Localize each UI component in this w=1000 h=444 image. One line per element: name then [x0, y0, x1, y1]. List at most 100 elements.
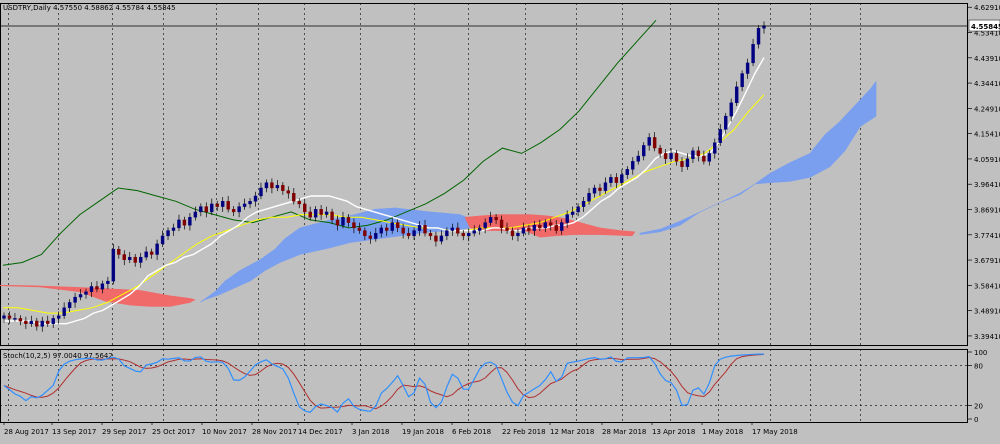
price-axis-label: 3.67910 — [974, 257, 1000, 265]
price-axis-label: 4.24910 — [974, 105, 1000, 113]
candle — [73, 292, 77, 308]
candle-body — [303, 203, 307, 213]
chikou-span-line — [2, 19, 657, 266]
candle-body — [576, 206, 580, 213]
candle — [505, 222, 509, 234]
candle — [494, 214, 498, 225]
candle — [385, 223, 389, 236]
time-axis-label: 17 May 2018 — [752, 428, 798, 436]
candle-body — [729, 102, 733, 117]
candle — [680, 157, 684, 173]
candle-body — [751, 44, 755, 64]
candle — [210, 198, 214, 216]
candle-body — [210, 203, 214, 213]
candle-body — [286, 190, 291, 194]
candle-body — [652, 137, 657, 149]
candle-body — [319, 209, 323, 215]
candle-body — [128, 256, 132, 261]
candle — [663, 149, 668, 165]
candle-body — [450, 227, 455, 231]
candle — [423, 219, 427, 237]
candle — [467, 228, 471, 242]
candle-body — [691, 150, 695, 159]
candle-body — [445, 230, 449, 237]
candle — [368, 231, 373, 244]
candle-body — [379, 227, 383, 234]
candle-body — [488, 217, 493, 223]
price-axis-label: 3.96410 — [974, 181, 1000, 189]
candle-body — [188, 217, 192, 226]
candle-body — [2, 315, 6, 319]
candle-body — [510, 230, 515, 237]
price-axis-label: 4.05910 — [974, 156, 1000, 164]
candle — [160, 230, 165, 248]
candle-body — [13, 318, 17, 320]
price-axis-label: 3.58410 — [974, 282, 1000, 290]
candle-body — [713, 142, 717, 154]
candle-body — [248, 201, 252, 205]
candle — [576, 203, 580, 217]
candle-body — [368, 235, 373, 239]
candle-body — [122, 254, 126, 261]
candle-body — [204, 206, 209, 213]
candle — [636, 150, 640, 165]
candle-body — [18, 318, 23, 322]
candle — [193, 206, 198, 221]
candle — [226, 195, 230, 213]
candle-body — [335, 219, 340, 226]
candle-body — [680, 161, 684, 167]
candle — [674, 150, 679, 166]
candle — [259, 182, 263, 200]
price-panel-header: USDTRY,Daily 4.57550 4.58862 4.55784 4.5… — [3, 4, 176, 12]
candle-body — [242, 203, 247, 207]
candle-body — [434, 235, 438, 242]
kijun-sen-line — [3, 94, 765, 314]
candle-body — [620, 174, 624, 183]
candle — [374, 227, 378, 242]
candle — [434, 231, 438, 247]
candle — [488, 211, 493, 226]
candle — [40, 316, 44, 332]
price-axis-label: 4.43910 — [974, 55, 1000, 63]
price-axis-label: 3.39410 — [974, 333, 1000, 341]
candle — [543, 219, 547, 233]
candle-body — [144, 251, 148, 258]
candle — [357, 222, 362, 234]
candle — [7, 311, 12, 324]
candle-body — [734, 86, 739, 104]
candle — [95, 281, 99, 293]
stoch-level-label: 0 — [974, 416, 978, 424]
candle — [319, 205, 323, 220]
candle-body — [543, 222, 547, 229]
candle-body — [253, 195, 258, 202]
candle-body — [570, 211, 575, 215]
candle — [620, 169, 624, 186]
candle — [215, 200, 219, 211]
candle — [510, 227, 515, 241]
candle-body — [149, 251, 154, 255]
candle — [46, 315, 50, 327]
candle — [734, 81, 739, 106]
candle-body — [56, 315, 61, 319]
time-axis-label: 12 Mar 2018 — [550, 428, 594, 436]
candle-body — [357, 227, 362, 231]
candle-body — [477, 227, 482, 231]
candle — [395, 219, 400, 233]
candle-body — [461, 233, 465, 237]
price-axis-label: 4.62910 — [974, 4, 1000, 12]
candle-body — [231, 209, 236, 213]
ichimoku-cloud-bearish — [0, 284, 196, 307]
candle — [166, 227, 170, 241]
candle-body — [718, 129, 722, 143]
candle-body — [78, 294, 83, 298]
candle — [138, 252, 143, 268]
candle — [35, 317, 39, 331]
time-axis-label: 28 Mar 2018 — [602, 428, 646, 436]
candle-body — [166, 230, 170, 237]
stoch-level-label: 100 — [974, 349, 987, 357]
candle-body — [67, 302, 72, 308]
candle — [204, 202, 209, 218]
candle — [264, 179, 269, 193]
